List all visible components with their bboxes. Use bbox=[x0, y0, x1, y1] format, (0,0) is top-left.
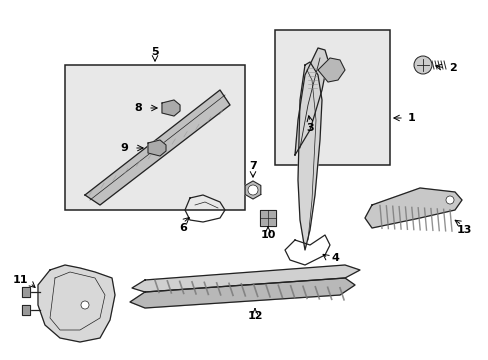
Text: 2: 2 bbox=[448, 63, 456, 73]
Text: 3: 3 bbox=[305, 123, 313, 133]
Polygon shape bbox=[162, 100, 180, 116]
Circle shape bbox=[247, 185, 258, 195]
Polygon shape bbox=[22, 305, 30, 315]
Polygon shape bbox=[294, 48, 327, 155]
Text: 13: 13 bbox=[455, 225, 471, 235]
Polygon shape bbox=[130, 278, 354, 308]
Text: 6: 6 bbox=[179, 223, 186, 233]
Text: 5: 5 bbox=[151, 47, 159, 57]
Polygon shape bbox=[364, 188, 461, 228]
Text: 12: 12 bbox=[247, 311, 262, 321]
Polygon shape bbox=[244, 181, 260, 199]
Text: 10: 10 bbox=[260, 230, 275, 240]
Text: 7: 7 bbox=[248, 161, 256, 171]
Polygon shape bbox=[317, 58, 345, 82]
Polygon shape bbox=[297, 62, 321, 250]
Polygon shape bbox=[38, 265, 115, 342]
Polygon shape bbox=[260, 210, 275, 226]
Text: 8: 8 bbox=[134, 103, 142, 113]
Polygon shape bbox=[148, 140, 165, 156]
Polygon shape bbox=[85, 90, 229, 205]
Circle shape bbox=[81, 301, 89, 309]
Circle shape bbox=[413, 56, 431, 74]
Polygon shape bbox=[132, 265, 359, 292]
Text: 4: 4 bbox=[330, 253, 338, 263]
Polygon shape bbox=[22, 287, 30, 297]
Text: 9: 9 bbox=[120, 143, 128, 153]
Circle shape bbox=[445, 196, 453, 204]
Bar bbox=[65, 65, 244, 210]
Text: 1: 1 bbox=[407, 113, 415, 123]
Bar bbox=[274, 30, 389, 165]
Text: 11: 11 bbox=[12, 275, 28, 285]
